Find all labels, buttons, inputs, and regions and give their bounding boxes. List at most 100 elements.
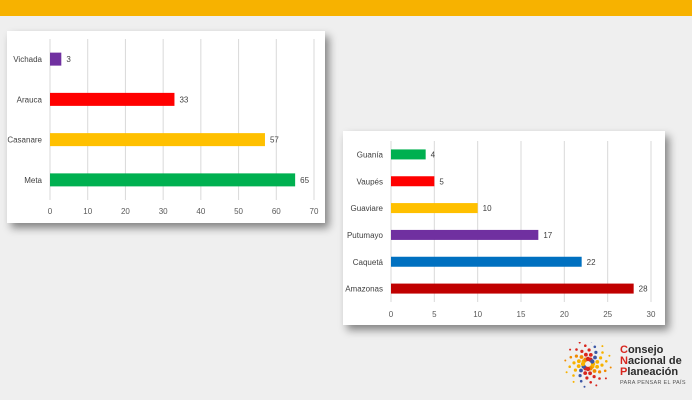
category-label: Guaviare	[351, 204, 384, 213]
logo-dot	[576, 364, 581, 368]
logo-dot	[579, 368, 583, 373]
x-tick-label: 20	[560, 310, 569, 319]
x-tick-label: 30	[647, 310, 656, 319]
logo-dot	[588, 353, 593, 357]
x-tick-label: 30	[159, 207, 168, 216]
logo-dot	[584, 344, 587, 347]
logo-dot	[599, 356, 603, 360]
x-tick-label: 40	[196, 207, 205, 216]
data-label: 10	[483, 204, 492, 213]
logo-dot	[565, 371, 568, 374]
logo-dot	[600, 363, 604, 367]
logo-dot	[601, 345, 604, 348]
logo-dot	[595, 364, 599, 369]
logo-dot	[598, 377, 601, 380]
bar-arauca	[50, 92, 175, 106]
x-tick-label: 50	[234, 207, 243, 216]
logo-dot	[572, 374, 575, 377]
logo-dot	[608, 354, 611, 357]
logo-dot	[578, 374, 582, 378]
data-label: 22	[587, 258, 596, 267]
logo-line-1: Consejo	[620, 344, 664, 356]
x-tick-label: 10	[83, 207, 92, 216]
logo-dot	[573, 368, 577, 372]
logo-dot	[609, 366, 612, 369]
bar-vichada	[50, 52, 62, 66]
logo-dot	[574, 354, 578, 358]
logo-dot	[580, 349, 584, 353]
logo-dot	[569, 348, 572, 351]
logo-dot	[583, 385, 586, 388]
bar-amazonas	[391, 283, 634, 294]
logo-dot	[577, 359, 581, 364]
bar-chart-orinoquia: 0 10 20 30 40 50 60 70 Vichada 3 Arauca 33 Casanare 5…	[7, 39, 319, 216]
logo-dot	[603, 369, 607, 373]
data-label: 3	[66, 55, 71, 64]
category-label: Amazonas	[345, 285, 383, 294]
chart-card-amazonia: 0 5 10 15 20 25 30 Guanía 4 Vaupés 5 Guaviare 10 Putu…	[343, 131, 665, 325]
category-label: Vaupés	[356, 177, 383, 186]
category-label: Casanare	[7, 136, 42, 145]
logo-dot	[578, 342, 581, 344]
logo-dot	[604, 377, 607, 380]
bar-vaupés	[391, 176, 435, 187]
logo-dot	[605, 360, 608, 363]
logo-dot	[601, 351, 604, 354]
logo-dot	[583, 371, 588, 375]
logo-dot	[572, 361, 576, 365]
bar-putumayo	[391, 229, 539, 240]
bar-guanía	[391, 149, 426, 160]
cnp-logo-text: Consejo Nacional de Planeación PARA PENS…	[620, 344, 686, 387]
logo-dot	[598, 370, 602, 374]
chart-card-orinoquia: 0 10 20 30 40 50 60 70 Vichada 3 Arauca 33 Casanare 5…	[7, 31, 325, 223]
x-tick-label: 0	[389, 310, 394, 319]
logo-dot	[587, 348, 591, 352]
logo-dot	[594, 350, 598, 354]
category-label: Vichada	[13, 55, 42, 64]
data-label: 17	[543, 231, 552, 240]
logo-dot	[579, 379, 583, 383]
x-tick-label: 20	[121, 207, 130, 216]
logo-dot	[564, 359, 567, 362]
logo-dot	[593, 345, 597, 349]
logo-dot	[592, 369, 597, 373]
logo-line-3: Planeación	[620, 366, 679, 378]
bar-caquetá	[391, 256, 582, 267]
logo-dot	[590, 359, 595, 364]
bar-meta	[50, 173, 296, 187]
data-label: 65	[300, 176, 309, 185]
data-label: 5	[439, 177, 444, 186]
data-label: 33	[179, 95, 188, 104]
logo-dot	[592, 375, 596, 379]
logo-dot	[595, 384, 598, 387]
bar-casanare	[50, 133, 265, 147]
logo-dot	[568, 365, 571, 368]
data-label: 4	[431, 150, 436, 159]
logo-dot	[589, 381, 592, 384]
logo-dot	[595, 360, 600, 364]
category-label: Guanía	[357, 150, 384, 159]
x-tick-label: 5	[432, 310, 437, 319]
x-tick-label: 25	[603, 310, 612, 319]
logo-tagline: PARA PENSAR EL PAÍS	[620, 380, 686, 386]
logo-line-2: Nacional de	[620, 355, 682, 367]
logo-dot	[569, 355, 573, 359]
x-tick-label: 15	[517, 310, 526, 319]
logo-dot	[584, 352, 588, 357]
bar-guaviare	[391, 203, 478, 214]
x-tick-label: 10	[473, 310, 482, 319]
bar-chart-amazonia: 0 5 10 15 20 25 30 Guanía 4 Vaupés 5 Guaviare 10 Putu…	[345, 141, 656, 319]
logo-dot	[588, 371, 592, 376]
logo-dot	[593, 355, 597, 360]
data-label: 28	[639, 285, 648, 294]
top-accent-band	[0, 0, 692, 16]
logo-dot	[572, 380, 575, 383]
logo-dot	[575, 348, 578, 351]
x-tick-label: 70	[310, 207, 319, 216]
category-label: Putumayo	[347, 231, 384, 240]
category-label: Meta	[24, 176, 42, 185]
category-label: Arauca	[17, 95, 43, 104]
cnp-logo-mark	[564, 342, 612, 388]
logo-dot	[585, 376, 589, 380]
category-label: Caquetá	[353, 258, 384, 267]
